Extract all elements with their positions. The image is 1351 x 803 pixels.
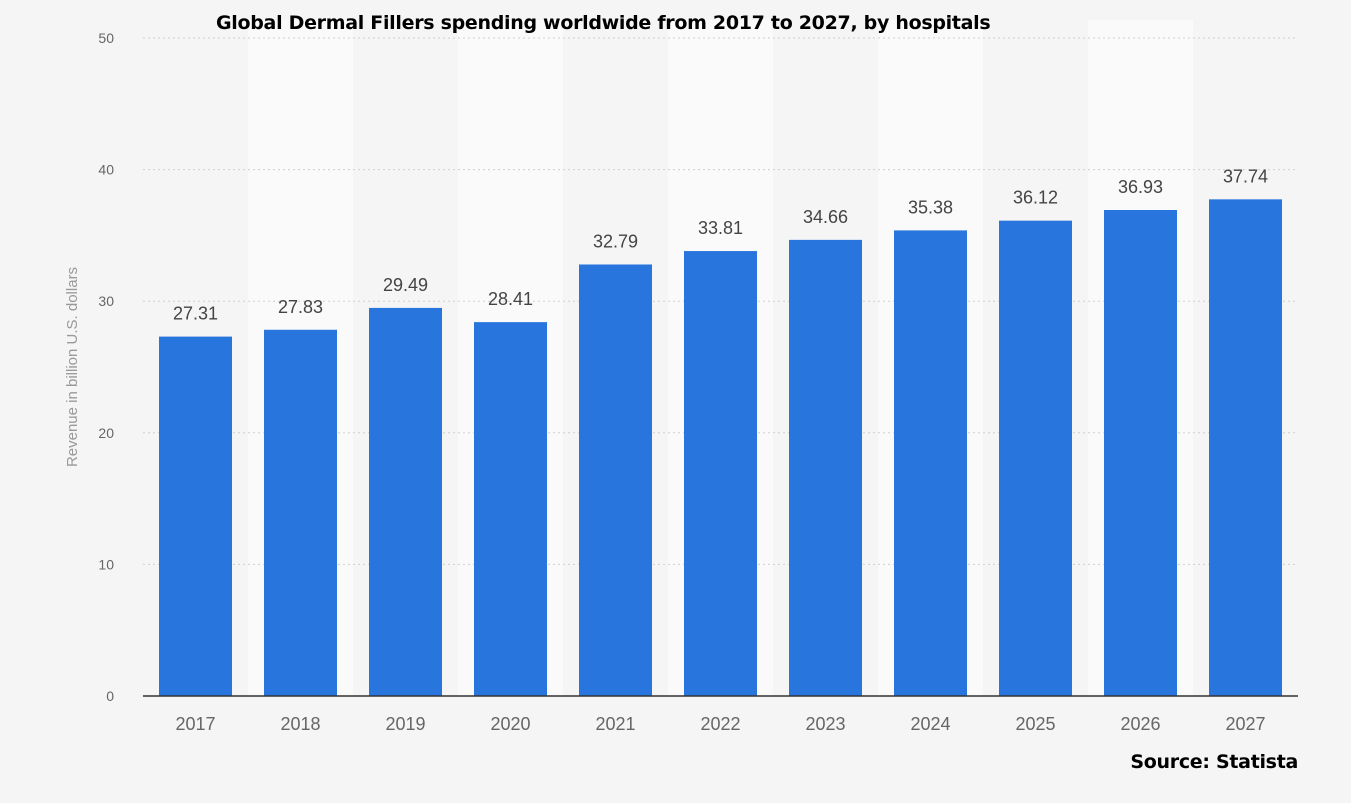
x-tick-label-2019: 2019 — [385, 714, 425, 734]
data-label-2025: 36.12 — [1013, 188, 1058, 208]
data-label-2019: 29.49 — [383, 275, 428, 295]
bar-2017 — [159, 336, 232, 696]
data-label-2026: 36.93 — [1118, 177, 1163, 197]
data-label-2020: 28.41 — [488, 289, 533, 309]
bar-2022 — [684, 251, 757, 696]
x-tick-label-2018: 2018 — [280, 714, 320, 734]
source-note: Source: Statista — [1130, 751, 1298, 773]
x-tick-label-2027: 2027 — [1225, 714, 1265, 734]
bar-2026 — [1104, 210, 1177, 696]
y-tick-label: 50 — [98, 30, 114, 46]
bar-2027 — [1209, 199, 1282, 696]
bar-2023 — [789, 239, 862, 697]
data-label-2021: 32.79 — [593, 231, 638, 251]
x-tick-label-2021: 2021 — [595, 714, 635, 734]
x-tick-label-2026: 2026 — [1120, 714, 1160, 734]
y-tick-label: 0 — [106, 688, 114, 704]
chart-title: Global Dermal Fillers spending worldwide… — [216, 12, 991, 34]
x-tick-label-2020: 2020 — [490, 714, 530, 734]
y-tick-label: 20 — [98, 425, 114, 441]
x-tick-label-2022: 2022 — [700, 714, 740, 734]
data-label-2017: 27.31 — [173, 304, 218, 324]
data-label-2027: 37.74 — [1223, 166, 1268, 186]
y-tick-label: 10 — [98, 556, 114, 572]
data-label-2018: 27.83 — [278, 297, 323, 317]
bar-2025 — [999, 220, 1072, 696]
x-tick-label-2025: 2025 — [1015, 714, 1055, 734]
y-axis-label: Revenue in billion U.S. dollars — [64, 267, 81, 467]
x-tick-label-2017: 2017 — [175, 714, 215, 734]
bar-2020 — [474, 322, 547, 696]
data-label-2022: 33.81 — [698, 218, 743, 238]
bar-2018 — [264, 329, 337, 696]
bar-2024 — [894, 230, 967, 696]
x-tick-label-2023: 2023 — [805, 714, 845, 734]
x-tick-label-2024: 2024 — [910, 714, 950, 734]
y-tick-label: 40 — [98, 162, 114, 178]
data-label-2024: 35.38 — [908, 197, 953, 217]
bar-2019 — [369, 307, 442, 696]
y-tick-label: 30 — [98, 293, 114, 309]
data-label-2023: 34.66 — [803, 207, 848, 227]
bar-2021 — [579, 264, 652, 696]
